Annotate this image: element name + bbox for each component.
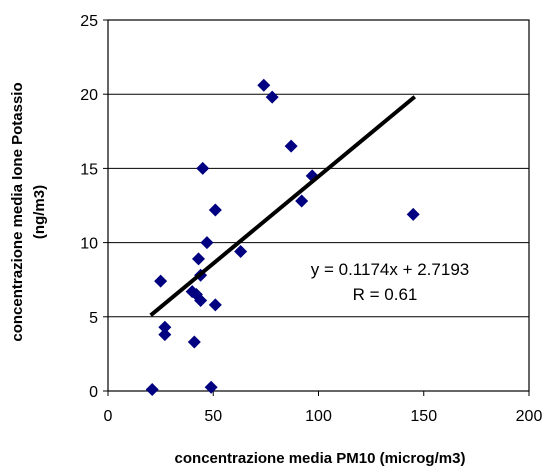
gridlines xyxy=(108,93,529,318)
y-axis-title-line1: concentrazione media Ione Potassio xyxy=(9,82,26,341)
trendline xyxy=(149,95,417,317)
y-tick-label: 5 xyxy=(89,310,98,327)
x-axis-title: concentrazione media PM10 (microg/m3) xyxy=(175,450,466,467)
data-point xyxy=(406,207,420,221)
y-tick-label: 10 xyxy=(80,236,98,253)
y-axis-title-line2: (ng/m3) xyxy=(31,185,48,239)
data-points xyxy=(145,78,420,397)
annotation-r-value: R = 0.61 xyxy=(353,285,418,304)
x-tick-label: 0 xyxy=(104,408,113,425)
data-point xyxy=(234,245,248,259)
axis-ticks: 0 5 10 15 20 25 0 50 100 150 200 xyxy=(80,13,542,425)
data-point xyxy=(208,298,222,312)
data-point xyxy=(265,90,279,104)
y-tick-label: 15 xyxy=(80,161,98,178)
data-point xyxy=(192,252,206,266)
data-point xyxy=(208,203,222,217)
data-point xyxy=(158,320,172,334)
data-point xyxy=(187,335,201,349)
y-tick-label: 0 xyxy=(89,384,98,401)
x-tick-label: 150 xyxy=(410,408,437,425)
data-point xyxy=(196,161,210,175)
annotation-equation: y = 0.1174x + 2.7193 xyxy=(311,260,469,279)
x-tick-label: 50 xyxy=(204,408,222,425)
data-point xyxy=(154,274,168,288)
data-point xyxy=(257,78,271,92)
data-point xyxy=(158,328,172,342)
data-point xyxy=(145,383,159,397)
data-point xyxy=(204,380,218,394)
x-tick-label: 200 xyxy=(516,408,543,425)
y-tick-label: 25 xyxy=(80,13,98,30)
y-tick-label: 20 xyxy=(80,87,98,104)
data-point xyxy=(194,293,208,307)
data-point xyxy=(284,139,298,153)
data-point xyxy=(295,194,309,208)
data-point xyxy=(200,236,214,250)
x-tick-label: 100 xyxy=(305,408,332,425)
